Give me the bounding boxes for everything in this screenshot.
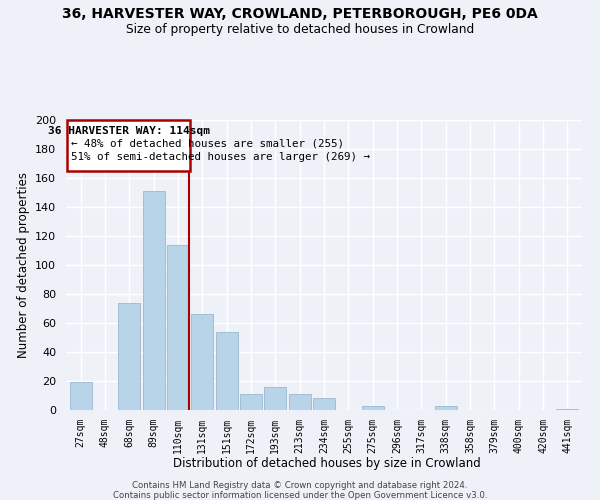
- Bar: [118, 302, 140, 410]
- FancyBboxPatch shape: [67, 120, 190, 171]
- Bar: [143, 191, 164, 410]
- Bar: [289, 394, 311, 410]
- Bar: [265, 387, 286, 410]
- Text: ← 48% of detached houses are smaller (255): ← 48% of detached houses are smaller (25…: [71, 139, 344, 149]
- Y-axis label: Number of detached properties: Number of detached properties: [17, 172, 29, 358]
- Text: Distribution of detached houses by size in Crowland: Distribution of detached houses by size …: [173, 458, 481, 470]
- Bar: [215, 332, 238, 410]
- Bar: [556, 408, 578, 410]
- Bar: [191, 314, 213, 410]
- Text: Size of property relative to detached houses in Crowland: Size of property relative to detached ho…: [126, 22, 474, 36]
- Text: Contains public sector information licensed under the Open Government Licence v3: Contains public sector information licen…: [113, 491, 487, 500]
- Text: Contains HM Land Registry data © Crown copyright and database right 2024.: Contains HM Land Registry data © Crown c…: [132, 481, 468, 490]
- Bar: [70, 382, 92, 410]
- Text: 36, HARVESTER WAY, CROWLAND, PETERBOROUGH, PE6 0DA: 36, HARVESTER WAY, CROWLAND, PETERBOROUG…: [62, 8, 538, 22]
- Text: 36 HARVESTER WAY: 114sqm: 36 HARVESTER WAY: 114sqm: [47, 126, 209, 136]
- Bar: [167, 244, 189, 410]
- Bar: [362, 406, 383, 410]
- Text: 51% of semi-detached houses are larger (269) →: 51% of semi-detached houses are larger (…: [71, 152, 370, 162]
- Bar: [240, 394, 262, 410]
- Bar: [313, 398, 335, 410]
- Bar: [435, 406, 457, 410]
